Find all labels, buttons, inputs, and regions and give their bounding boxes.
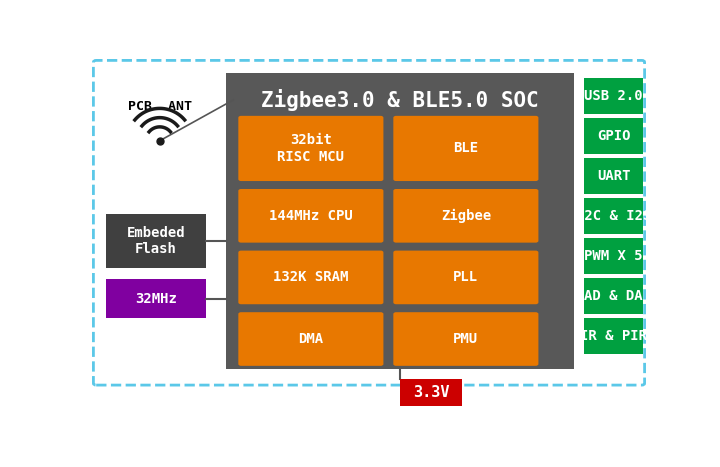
Text: 144MHz CPU: 144MHz CPU [269,209,353,223]
FancyBboxPatch shape [238,116,384,181]
Text: 3.3V: 3.3V [413,385,449,400]
Text: Zigbee3.0 & BLE5.0 SOC: Zigbee3.0 & BLE5.0 SOC [261,89,539,111]
Bar [585,278,642,314]
FancyBboxPatch shape [238,312,384,366]
FancyBboxPatch shape [393,116,539,181]
Bar [585,118,642,154]
Text: PLL: PLL [454,270,478,284]
Bar [400,380,462,406]
FancyBboxPatch shape [393,251,539,304]
FancyBboxPatch shape [238,251,384,304]
Bar [106,279,206,318]
Bar [225,73,575,369]
Text: BLE: BLE [454,142,478,156]
Text: PWM X 5: PWM X 5 [584,249,643,263]
Bar [585,158,642,194]
Text: AD & DA: AD & DA [584,289,643,303]
Text: GPIO: GPIO [597,129,630,143]
Text: I2C & I2S: I2C & I2S [576,209,651,223]
Text: Embeded
Flash: Embeded Flash [127,226,185,256]
Text: Zigbee: Zigbee [441,209,491,223]
Bar [585,198,642,234]
Text: UART: UART [597,169,630,183]
Text: 132K SRAM: 132K SRAM [273,270,348,284]
Bar [106,214,206,268]
Text: PMU: PMU [454,332,478,346]
Text: 32MHz: 32MHz [135,291,177,305]
Text: DMA: DMA [298,332,323,346]
FancyBboxPatch shape [238,189,384,243]
Text: USB 2.0: USB 2.0 [584,89,643,103]
Text: 32bit
RISC MCU: 32bit RISC MCU [277,134,344,163]
Text: IR & PIR: IR & PIR [580,329,647,343]
Text: PCB  ANT: PCB ANT [127,99,192,113]
Bar [585,78,642,114]
Bar [585,238,642,274]
Bar [585,318,642,354]
FancyBboxPatch shape [393,189,539,243]
FancyBboxPatch shape [393,312,539,366]
